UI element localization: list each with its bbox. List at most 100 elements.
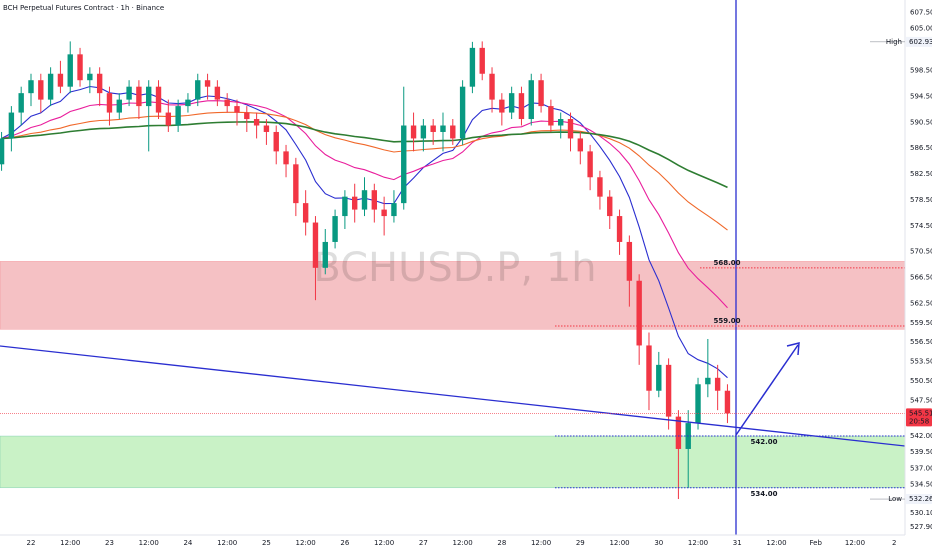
candle-body [77, 54, 83, 81]
candle-body [342, 196, 348, 217]
candle-body [459, 86, 466, 139]
candle-body [18, 93, 24, 113]
x-tick-label: 26 [340, 539, 349, 547]
candle-body [489, 73, 495, 100]
y-tick-label: 534.50 [910, 481, 932, 489]
y-tick-label: 590.50 [910, 118, 932, 126]
candle-body [724, 390, 731, 414]
candle-body [28, 80, 34, 94]
x-tick-label: 12:00 [453, 539, 473, 547]
x-tick-label: 12:00 [139, 539, 159, 547]
x-tick-label: 27 [419, 539, 428, 547]
candle-body [587, 151, 593, 178]
candle-body [352, 196, 358, 210]
candle-body [607, 196, 613, 217]
marker-label: High [886, 38, 902, 46]
moving-average [1, 121, 728, 189]
moving-average [1, 111, 728, 231]
candle-body [146, 86, 152, 107]
marker-label: Low [888, 495, 902, 503]
y-tick-label: 605.00 [910, 24, 932, 32]
y-tick-label: 527.90 [910, 523, 932, 531]
y-tick-label: 578.50 [910, 196, 932, 204]
x-tick-label: 12:00 [531, 539, 551, 547]
y-tick-label: 559.50 [910, 319, 932, 327]
candle-body [499, 99, 505, 113]
y-tick-label: 556.50 [910, 338, 932, 346]
x-tick-label: 24 [183, 539, 192, 547]
candle-body [332, 216, 338, 242]
marker-tag [906, 36, 932, 47]
x-tick-label: Feb [810, 539, 823, 547]
price-axis [905, 0, 932, 550]
marker-value: 532.26 [909, 495, 932, 503]
candle-body [214, 86, 221, 100]
x-tick-label: 12:00 [374, 539, 394, 547]
x-tick-label: 2 [892, 539, 896, 547]
x-tick-label: 31 [733, 539, 742, 547]
candle-body [87, 73, 93, 81]
candle-body [136, 86, 142, 107]
candle-body [116, 99, 122, 113]
candle-body [548, 106, 554, 126]
candle-body [665, 364, 672, 417]
trend-line [0, 345, 932, 450]
candle-body [8, 112, 15, 139]
candle-body [312, 222, 319, 268]
y-tick-label: 550.50 [910, 377, 932, 385]
x-tick-label: 12:00 [688, 539, 708, 547]
candle-body [165, 112, 172, 126]
y-tick-label: 562.50 [910, 299, 932, 307]
y-tick-label: 574.50 [910, 222, 932, 230]
candle-body [381, 209, 387, 217]
candle-body [450, 125, 456, 139]
y-tick-label: 566.50 [910, 274, 932, 282]
x-tick-label: 12:00 [217, 539, 237, 547]
level-label: 534.00 [750, 490, 777, 498]
y-tick-label: 570.50 [910, 248, 932, 256]
candle-body [361, 190, 368, 210]
x-tick-label: 25 [262, 539, 271, 547]
candle-body [626, 241, 633, 281]
candle-body [293, 164, 299, 204]
arrow [735, 344, 799, 436]
candle-body [371, 190, 378, 210]
candle-body [253, 119, 260, 126]
candle-body [185, 99, 191, 107]
candle-body [430, 125, 436, 132]
candle-body [636, 280, 642, 346]
candle-body [175, 106, 181, 126]
candle-body [195, 80, 201, 100]
candle-body [96, 73, 103, 94]
x-tick-label: 12:00 [296, 539, 316, 547]
y-tick-label: 607.50 [910, 8, 932, 16]
candle-body [616, 216, 623, 242]
candle-body [273, 131, 279, 152]
candle-body [469, 47, 476, 87]
chart-title: BCH Perpetual Futures Contract · 1h · Bi… [3, 4, 164, 12]
candle-body [714, 377, 721, 391]
candle-body [263, 125, 270, 132]
candle-body [656, 364, 662, 391]
candle-body [244, 112, 250, 120]
candle-body [518, 93, 525, 120]
candle-body [410, 125, 417, 139]
candle-body [528, 80, 534, 120]
candle-body [420, 125, 427, 139]
candle-body [401, 125, 407, 204]
x-tick-label: 30 [654, 539, 663, 547]
marker-value: 602.93 [909, 38, 932, 46]
candle-body [322, 241, 328, 268]
time-axis [0, 535, 932, 550]
candle-body [391, 203, 397, 217]
x-tick-label: 28 [497, 539, 506, 547]
zone [0, 261, 906, 330]
candle-body [479, 47, 485, 74]
candle-body [224, 99, 230, 107]
candle-body [38, 80, 44, 100]
candle-body [234, 106, 240, 113]
x-tick-label: 12:00 [60, 539, 80, 547]
y-tick-label: 530.10 [910, 509, 932, 517]
candle-body [646, 345, 652, 391]
